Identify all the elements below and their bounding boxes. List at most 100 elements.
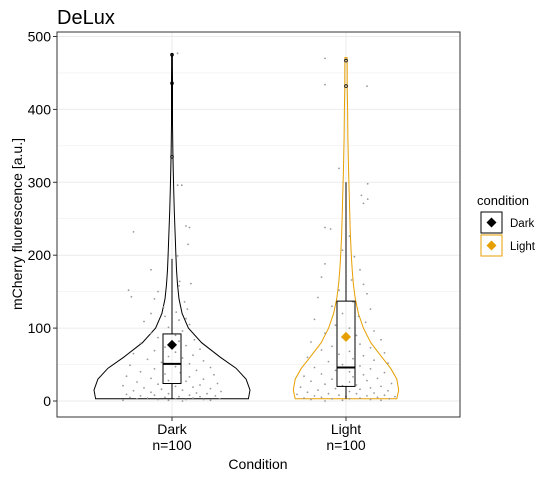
data-point-dark: [125, 375, 128, 378]
data-point-light: [324, 83, 326, 86]
data-point-dark: [175, 311, 178, 313]
data-point-light: [376, 377, 379, 380]
data-point-light: [341, 363, 344, 366]
data-point-dark: [160, 361, 163, 364]
data-point-dark: [125, 393, 128, 396]
data-point-light: [306, 356, 309, 359]
data-point-dark: [132, 231, 135, 233]
data-point-light: [338, 167, 340, 170]
y-tick-label: 500: [28, 29, 52, 45]
data-point-light: [364, 321, 367, 324]
data-point-dark: [157, 336, 159, 339]
data-point-dark: [157, 290, 159, 293]
data-point-light: [334, 387, 337, 390]
data-point-light: [352, 357, 354, 360]
data-point-dark: [213, 373, 215, 376]
data-point-light: [341, 399, 344, 402]
data-point-light: [310, 380, 312, 383]
boxplots: [162, 52, 356, 399]
data-point-dark: [195, 369, 198, 372]
data-point-light: [388, 397, 391, 400]
data-point-light: [324, 57, 326, 60]
data-point-dark: [143, 387, 145, 389]
data-point-dark: [181, 330, 184, 332]
data-point-light: [317, 296, 319, 299]
data-point-dark: [187, 243, 190, 246]
data-point-dark: [202, 360, 205, 362]
data-point-dark: [178, 395, 180, 398]
data-point-light: [348, 350, 351, 353]
data-point-light: [338, 353, 340, 356]
data-point-light: [380, 399, 382, 402]
data-point-light: [348, 390, 351, 393]
legend-diamond-dark: [486, 217, 497, 228]
y-tick-label: 300: [28, 174, 52, 190]
data-point-light: [320, 349, 323, 351]
data-point-light: [387, 362, 389, 364]
legend-label-light: Light: [510, 241, 536, 253]
data-point-light: [355, 392, 358, 395]
data-point-dark: [195, 392, 198, 394]
data-point-light: [320, 373, 323, 375]
data-point-light: [376, 396, 379, 399]
data-point-dark: [130, 295, 133, 298]
data-point-dark: [164, 346, 166, 348]
data-point-light: [359, 343, 361, 345]
data-point-dark: [122, 384, 124, 387]
data-point-dark: [186, 308, 189, 310]
data-point-light: [310, 341, 312, 343]
legend-title: condition: [477, 193, 529, 208]
data-point-dark: [183, 301, 186, 303]
data-point-light: [327, 360, 330, 363]
data-point-dark: [146, 358, 149, 361]
data-point-light: [369, 398, 372, 401]
data-point-dark: [202, 378, 205, 380]
data-point-dark: [153, 349, 156, 352]
data-point-dark: [185, 398, 187, 401]
data-point-dark: [129, 364, 131, 367]
data-point-dark: [181, 357, 184, 359]
data-point-light: [380, 338, 382, 341]
data-point-dark: [181, 400, 184, 402]
data-point-dark: [167, 392, 170, 395]
data-point-dark: [209, 399, 212, 402]
data-point-dark: [167, 399, 170, 402]
data-point-light: [380, 385, 382, 388]
data-point-dark: [220, 390, 222, 393]
box-light: [336, 300, 356, 387]
data-point-light: [355, 334, 358, 337]
data-point-dark: [178, 340, 180, 343]
data-point-dark: [176, 184, 179, 187]
data-point-light: [348, 327, 351, 329]
data-point-dark: [167, 355, 170, 358]
data-point-light: [355, 384, 358, 386]
data-point-dark: [199, 395, 201, 398]
data-point-light: [348, 370, 351, 373]
plot-panel-border: [56, 31, 461, 418]
data-point-light: [324, 383, 326, 386]
data-point-light: [338, 289, 340, 292]
data-point-light: [317, 389, 319, 391]
mean-markers: [167, 331, 351, 350]
y-tick-label: 0: [43, 393, 51, 409]
data-point-dark: [167, 326, 170, 329]
outlier-dark: [170, 81, 174, 85]
data-point-light: [390, 382, 393, 385]
data-point-dark: [136, 397, 138, 400]
data-point-dark: [202, 398, 205, 401]
data-point-dark: [188, 394, 191, 397]
data-point-dark: [178, 280, 181, 283]
data-point-dark: [167, 379, 170, 382]
data-point-dark: [209, 387, 212, 390]
data-point-light: [362, 202, 365, 205]
data-point-light: [324, 263, 326, 265]
data-point-light: [341, 249, 344, 252]
data-point-light: [331, 305, 333, 308]
data-point-dark: [216, 382, 219, 385]
legend-diamond-light: [486, 240, 497, 251]
data-point-dark: [150, 332, 152, 335]
data-point-dark: [164, 373, 166, 375]
